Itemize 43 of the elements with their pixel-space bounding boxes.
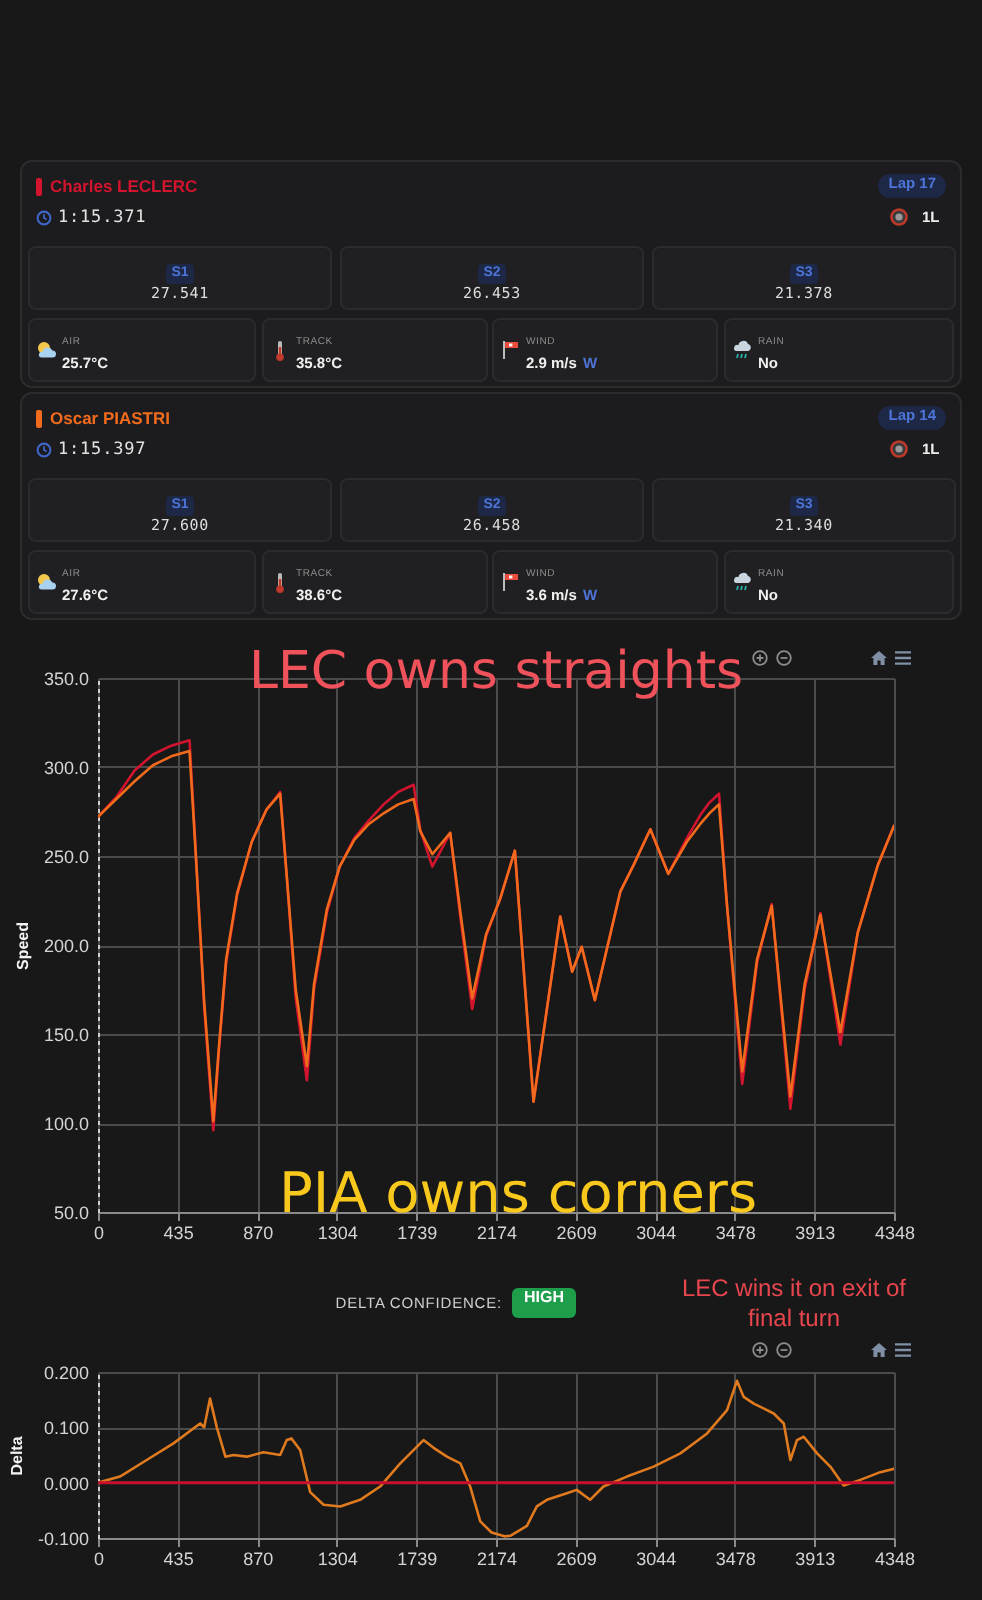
x-tick-label: 0 xyxy=(93,1223,105,1243)
status-badge: HIGH xyxy=(512,1288,576,1318)
y-tick-label: 0.000 xyxy=(43,1473,89,1494)
text: Oscar PIASTRI xyxy=(50,408,170,430)
text: 1:15.397 xyxy=(58,440,147,460)
y-axis-title: Delta xyxy=(7,1435,26,1476)
x-tick-label: 3478 xyxy=(715,1549,756,1569)
y-tick-label: 50.0 xyxy=(53,1203,89,1223)
x-tick-label: 1739 xyxy=(397,1549,438,1569)
x-tick-label: 435 xyxy=(163,1549,194,1569)
x-tick-label: 3913 xyxy=(795,1223,836,1243)
x-tick-label: 4348 xyxy=(874,1223,916,1243)
x-tick-label: 1304 xyxy=(317,1223,358,1243)
y-tick-label: 200.0 xyxy=(43,936,89,956)
x-tick-label: 870 xyxy=(243,1223,274,1243)
y-tick-label: 150.0 xyxy=(43,1025,89,1045)
y-tick-label: 0.100 xyxy=(43,1418,89,1439)
x-tick-label: 1304 xyxy=(317,1549,358,1569)
y-axis-title: Speed xyxy=(13,921,32,971)
x-tick-label: 2609 xyxy=(556,1549,597,1569)
x-tick-label: 3913 xyxy=(795,1549,836,1569)
x-tick-label: 2174 xyxy=(476,1549,518,1569)
x-tick-label: 3478 xyxy=(715,1223,756,1243)
annotation: PIA owns corners xyxy=(278,1160,758,1226)
y-tick-label: -0.100 xyxy=(37,1529,89,1549)
annotation: LEC owns straights xyxy=(248,642,744,702)
y-tick-label: 350.0 xyxy=(43,669,89,689)
x-tick-label: 3044 xyxy=(636,1223,677,1243)
x-tick-label: 2609 xyxy=(556,1223,597,1243)
y-tick-label: 0.200 xyxy=(43,1363,89,1383)
text: 1:15.371 xyxy=(58,208,147,228)
y-tick-label: 300.0 xyxy=(43,758,89,778)
text: LEC wins it on exit of final turn xyxy=(679,1274,909,1334)
x-tick-label: 870 xyxy=(243,1549,274,1569)
x-tick-label: 1739 xyxy=(397,1223,438,1243)
x-tick-label: 2174 xyxy=(476,1223,518,1243)
x-tick-label: 3044 xyxy=(636,1549,677,1569)
y-tick-label: 250.0 xyxy=(43,847,89,867)
y-tick-label: 100.0 xyxy=(43,1114,89,1134)
x-tick-label: 0 xyxy=(93,1549,105,1569)
x-tick-label: 435 xyxy=(163,1223,194,1243)
x-tick-label: 4348 xyxy=(874,1549,916,1569)
text: Charles LECLERC xyxy=(50,176,198,198)
